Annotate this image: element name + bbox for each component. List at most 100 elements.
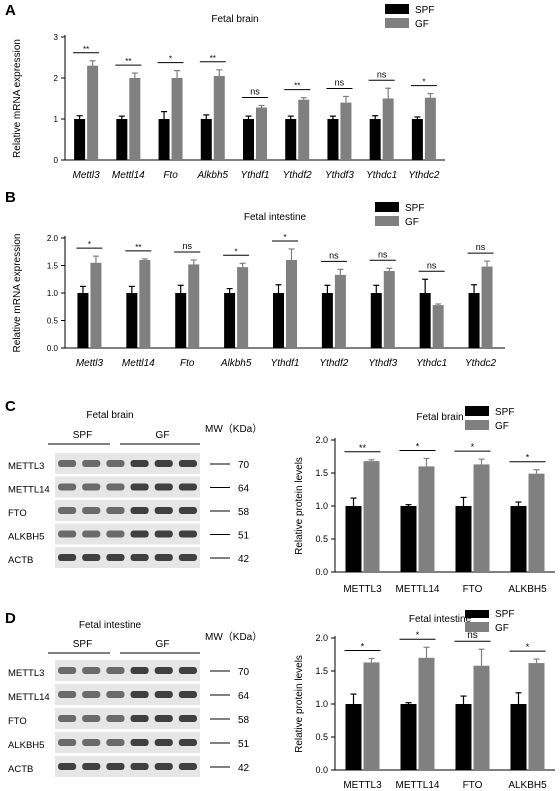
x-tick-label: Ythdc1 xyxy=(366,170,397,181)
blot-band xyxy=(58,460,77,467)
blot-band xyxy=(82,667,101,674)
group-label-gf: GF xyxy=(156,639,170,650)
significance-label: * xyxy=(416,630,420,640)
y-axis-label: Relative mRNA expression xyxy=(12,234,23,353)
bar-gf-alkbh5 xyxy=(237,267,249,348)
blot-band xyxy=(130,530,149,538)
protein-label-actb: ACTB xyxy=(8,764,33,775)
protein-label-actb: ACTB xyxy=(8,555,33,566)
significance-label: * xyxy=(169,55,172,64)
bar-gf-ythdc2 xyxy=(424,97,436,160)
bar-gf-ythdf1 xyxy=(286,260,297,348)
panel-letter-d: D xyxy=(5,610,16,627)
blot-band xyxy=(82,691,101,698)
bar-spf-mettl14 xyxy=(400,704,417,770)
mw-value: 51 xyxy=(238,739,250,750)
chart-a-brain-mrna: Fetal brain Relative mRNA expression 0 1 2 3 S… xyxy=(12,4,445,181)
blot-band xyxy=(82,715,101,722)
legend-label-spf: SPF xyxy=(415,5,434,16)
y-tick-label: 1.0 xyxy=(47,289,59,298)
legend-label-spf: SPF xyxy=(495,407,514,418)
y-axis-label: Relative mRNA expression xyxy=(12,39,23,158)
blot-strip xyxy=(55,453,200,474)
bar-gf-mettl3 xyxy=(87,65,99,160)
bar-spf-ythdf3 xyxy=(370,293,382,348)
x-tick-label: FTO xyxy=(463,780,483,791)
bar-spf-fto xyxy=(455,506,472,572)
panel-letter-a: A xyxy=(5,2,16,19)
x-tick-label: Fto xyxy=(163,170,178,181)
protein-label-mettl3: METTL3 xyxy=(8,461,44,472)
y-tick-label: 1.0 xyxy=(315,501,328,511)
significance-label: ns xyxy=(476,242,486,252)
protein-label-alkbh5: ALKBH5 xyxy=(8,740,44,751)
blot-band xyxy=(82,554,101,561)
legend-label-gf: GF xyxy=(405,217,419,228)
blot-band xyxy=(82,460,101,467)
legend-swatch-spf xyxy=(465,610,489,618)
bar-spf-alkbh5 xyxy=(224,293,236,348)
protein-label-mettl14: METTL14 xyxy=(8,485,50,496)
chart-d-intestine-protein: Fetal intestine Relative protein levels 0.… xyxy=(294,610,555,791)
bar-gf-ythdf2 xyxy=(334,274,346,348)
mw-header: MW（KDa） xyxy=(205,423,262,435)
legend-swatch-gf xyxy=(465,622,489,632)
mw-value: 58 xyxy=(238,715,250,726)
panel-letter-c: C xyxy=(5,398,16,415)
significance-label: ** xyxy=(135,243,141,252)
x-tick-label: Ythdc2 xyxy=(465,358,497,369)
significance-label: ns xyxy=(377,69,387,79)
blot-strip xyxy=(55,756,200,777)
bar-gf-mettl14 xyxy=(129,78,141,160)
x-tick-label: Ythdf1 xyxy=(271,358,300,369)
significance-label: ns xyxy=(467,630,478,641)
bar-gf-ythdf2 xyxy=(298,99,310,160)
blot-band xyxy=(106,715,125,722)
bar-spf-fto xyxy=(158,119,170,160)
mw-value: 42 xyxy=(238,554,250,565)
chart-c-brain-protein: Fetal brain Relative protein levels 0.0 0.5… xyxy=(294,406,555,595)
y-tick-label: 0.0 xyxy=(47,344,59,353)
blot-band xyxy=(178,715,197,722)
blot-band xyxy=(154,507,173,514)
significance-label: ns xyxy=(182,241,192,251)
blot-band xyxy=(82,483,101,491)
blot-band xyxy=(154,483,173,491)
group-label-spf: SPF xyxy=(73,430,92,441)
blot-band xyxy=(106,691,125,698)
bar-gf-fto xyxy=(171,78,183,160)
y-tick-label: 2.0 xyxy=(315,633,328,643)
bar-gf-alkbh5 xyxy=(528,473,545,572)
x-tick-label: METTL3 xyxy=(343,584,382,595)
significance-label: ns xyxy=(329,250,339,260)
y-tick-label: 0.5 xyxy=(47,317,59,326)
blot-band xyxy=(130,483,149,491)
blot-band xyxy=(58,715,77,722)
x-tick-label: Fto xyxy=(180,358,195,369)
blot-strip xyxy=(55,476,200,498)
y-tick-label: 2.0 xyxy=(47,234,59,243)
y-tick-label: 0.5 xyxy=(315,534,328,544)
mw-header: MW（KDa） xyxy=(205,631,262,643)
blot-band xyxy=(178,507,197,514)
blot-title: Fetal brain xyxy=(86,410,133,421)
bar-spf-mettl14 xyxy=(126,293,138,348)
mw-value: 64 xyxy=(238,691,250,702)
bar-spf-mettl3 xyxy=(74,119,86,160)
blot-band xyxy=(106,763,125,770)
blot-band xyxy=(154,715,173,722)
y-axis-label: Relative protein levels xyxy=(294,457,305,555)
blot-band xyxy=(106,483,125,491)
blot-band xyxy=(58,691,77,698)
blot-band xyxy=(58,554,77,561)
blot-band xyxy=(58,763,77,770)
y-tick-label: 2.0 xyxy=(315,435,328,445)
y-tick-label: 0.5 xyxy=(315,732,328,742)
y-tick-label: 0.0 xyxy=(315,765,328,775)
blot-band xyxy=(154,667,173,674)
group-label-spf: SPF xyxy=(73,639,92,650)
blot-band xyxy=(154,554,173,561)
legend-swatch-gf xyxy=(385,18,409,28)
blot-band xyxy=(58,739,77,746)
significance-label: * xyxy=(422,78,425,87)
